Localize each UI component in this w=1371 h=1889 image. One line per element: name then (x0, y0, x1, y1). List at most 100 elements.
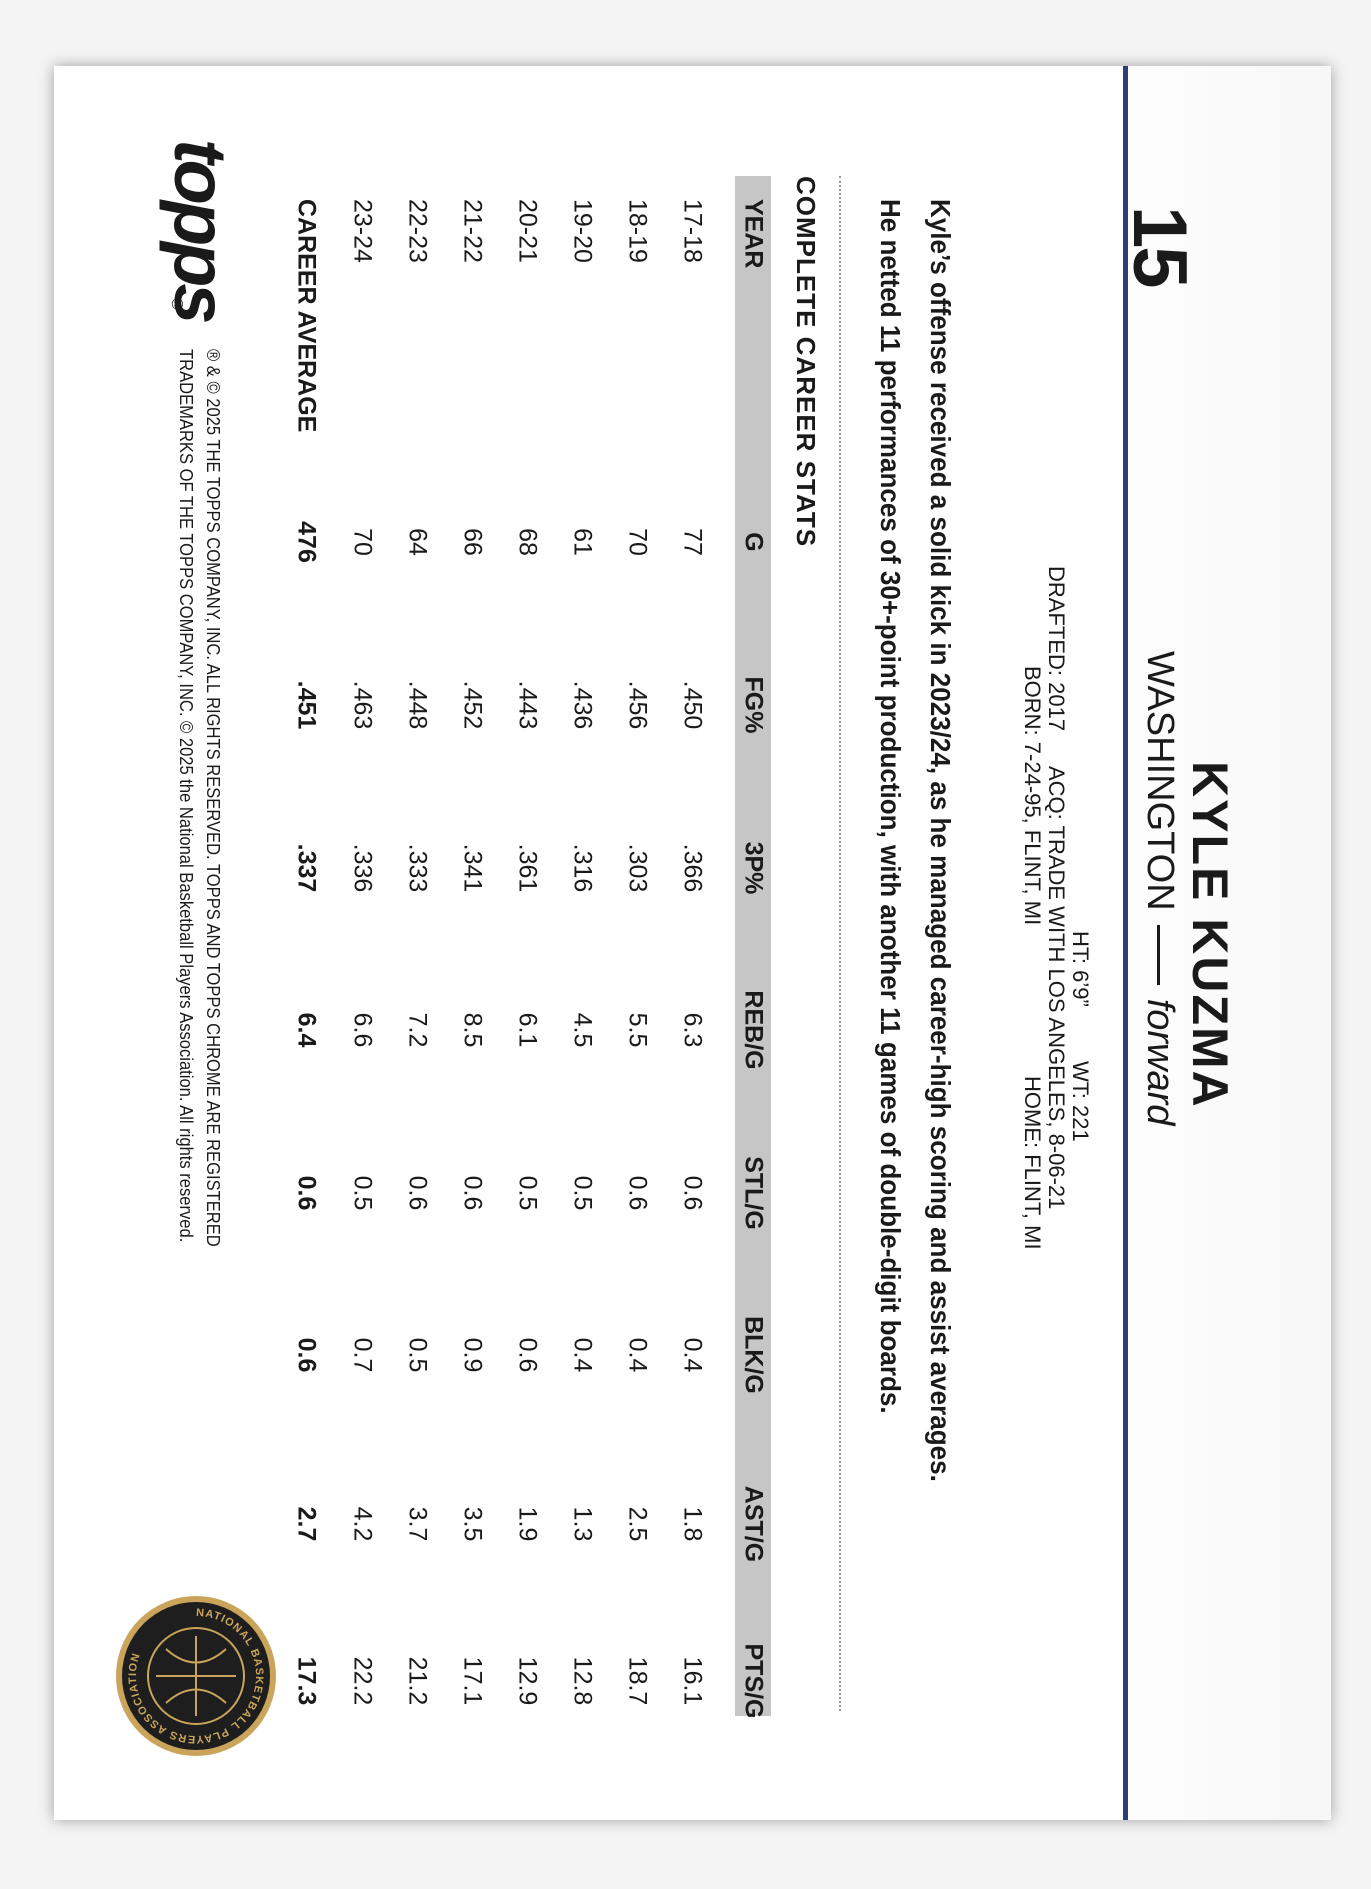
nbpa-seal: NATIONAL BASKETBALL PLAYERS ASSOCIATION (116, 1596, 276, 1756)
stat-cell: 0.4 (568, 1337, 597, 1373)
career-cell: .337 (292, 843, 321, 893)
topps-logo: topps (159, 139, 242, 321)
stat-cell: 64 (403, 528, 432, 556)
stat-cell: 18.7 (623, 1656, 652, 1706)
blurb-line: Kyle’s offense received a solid kick in … (925, 199, 956, 1482)
stat-cell: 16.1 (678, 1656, 707, 1706)
born: BORN: 7-24-95, FLINT, MI (1020, 666, 1045, 926)
drafted: DRAFTED: 2017 (1044, 566, 1069, 732)
career-cell: 2.7 (292, 1506, 321, 1542)
career-cell: 0.6 (292, 1337, 321, 1373)
stat-cell: .443 (513, 680, 542, 730)
column-header: BLK/G (739, 1316, 768, 1394)
stat-cell: .341 (458, 843, 487, 893)
stat-cell: .316 (568, 843, 597, 893)
stat-cell: 12.9 (513, 1656, 542, 1706)
stat-cell: 12.8 (568, 1656, 597, 1706)
stats-title: COMPLETE CAREER STATS (791, 176, 821, 548)
stat-cell: 22-23 (403, 199, 432, 263)
career-cell: 0.6 (292, 1175, 321, 1211)
stat-cell: 0.6 (403, 1175, 432, 1211)
stat-cell: 4.5 (568, 1012, 597, 1048)
stat-cell: 19-20 (568, 199, 597, 263)
stat-cell: 1.3 (568, 1506, 597, 1542)
blurb-line: He netted 11 performances of 30+-point p… (875, 199, 906, 1414)
stat-cell: 1.8 (678, 1506, 707, 1542)
stat-cell: 1.9 (513, 1506, 542, 1542)
home: HOME: FLINT, MI (1020, 1076, 1045, 1250)
separator (839, 176, 841, 1711)
career-cell: .451 (292, 680, 321, 730)
career-cell: 476 (292, 521, 321, 563)
stat-cell: 0.5 (403, 1337, 432, 1373)
logo-mark: ® (168, 298, 185, 310)
stat-cell: 0.5 (513, 1175, 542, 1211)
stat-cell: 0.7 (348, 1337, 377, 1373)
stat-cell: 18-19 (623, 199, 652, 263)
stat-cell: 4.2 (348, 1506, 377, 1542)
stat-cell: 22.2 (348, 1656, 377, 1706)
stat-cell: .361 (513, 843, 542, 893)
stat-cell: 23-24 (348, 199, 377, 263)
stat-cell: 0.6 (623, 1175, 652, 1211)
stat-cell: 21.2 (403, 1656, 432, 1706)
seal-ball (156, 1636, 236, 1716)
stat-cell: 6.6 (348, 1012, 377, 1048)
position: forward (1139, 998, 1181, 1126)
stat-cell: 2.5 (623, 1506, 652, 1542)
stat-cell: 68 (513, 528, 542, 556)
player-name: KYLE KUZMA (1182, 761, 1238, 1109)
column-header: YEAR (739, 199, 768, 269)
stat-cell: 0.4 (623, 1337, 652, 1373)
column-header: AST/G (739, 1485, 768, 1563)
stat-cell: 61 (568, 528, 597, 556)
stat-cell: 70 (623, 528, 652, 556)
stat-cell: 7.2 (403, 1012, 432, 1048)
stat-cell: 17.1 (458, 1656, 487, 1706)
stat-cell: 6.1 (513, 1012, 542, 1048)
stat-cell: .456 (623, 680, 652, 730)
stat-cell: 66 (458, 528, 487, 556)
column-header: G (739, 532, 768, 552)
stat-cell: .366 (678, 843, 707, 893)
career-cell: CAREER AVERAGE (292, 199, 321, 433)
stat-cell: 0.4 (678, 1337, 707, 1373)
stat-cell: 3.5 (458, 1506, 487, 1542)
stat-cell: .333 (403, 843, 432, 893)
stat-cell: 0.9 (458, 1337, 487, 1373)
weight: WT: 221 (1068, 1061, 1093, 1142)
dash (1156, 924, 1160, 985)
height: HT: 6’9” (1068, 931, 1093, 1007)
stat-cell: 3.7 (403, 1506, 432, 1542)
stat-cell: .450 (678, 680, 707, 730)
career-cell: 6.4 (292, 1012, 321, 1048)
stat-cell: 70 (348, 528, 377, 556)
column-header: STL/G (739, 1156, 768, 1230)
column-header: PTS/G (739, 1643, 768, 1719)
team: WASHINGTON (1139, 651, 1181, 911)
stat-cell: 0.5 (568, 1175, 597, 1211)
stat-cell: 0.5 (348, 1175, 377, 1211)
stat-cell: 0.6 (678, 1175, 707, 1211)
stat-cell: 21-22 (458, 199, 487, 263)
card-back: 15 KYLE KUZMA WASHINGTON forward HT: 6’9”… (54, 66, 1331, 1820)
stat-cell: .452 (458, 680, 487, 730)
card-number: 15 (1117, 206, 1202, 287)
stat-cell: 6.3 (678, 1012, 707, 1048)
acquired: ACQ: TRADE WITH LOS ANGELES, 8-06-21 (1044, 766, 1069, 1210)
seal-inner (147, 1627, 245, 1725)
stat-cell: .303 (623, 843, 652, 893)
stat-cell: .448 (403, 680, 432, 730)
stat-cell: .436 (568, 680, 597, 730)
column-header: FG% (739, 676, 768, 734)
stat-cell: 0.6 (458, 1175, 487, 1211)
accent-line (1123, 66, 1128, 1820)
column-header: 3P% (739, 841, 768, 895)
stat-cell: .336 (348, 843, 377, 893)
stat-cell: 0.6 (513, 1337, 542, 1373)
stat-cell: 5.5 (623, 1012, 652, 1048)
stat-cell: .463 (348, 680, 377, 730)
career-cell: 17.3 (292, 1656, 321, 1706)
stat-cell: 20-21 (513, 199, 542, 263)
